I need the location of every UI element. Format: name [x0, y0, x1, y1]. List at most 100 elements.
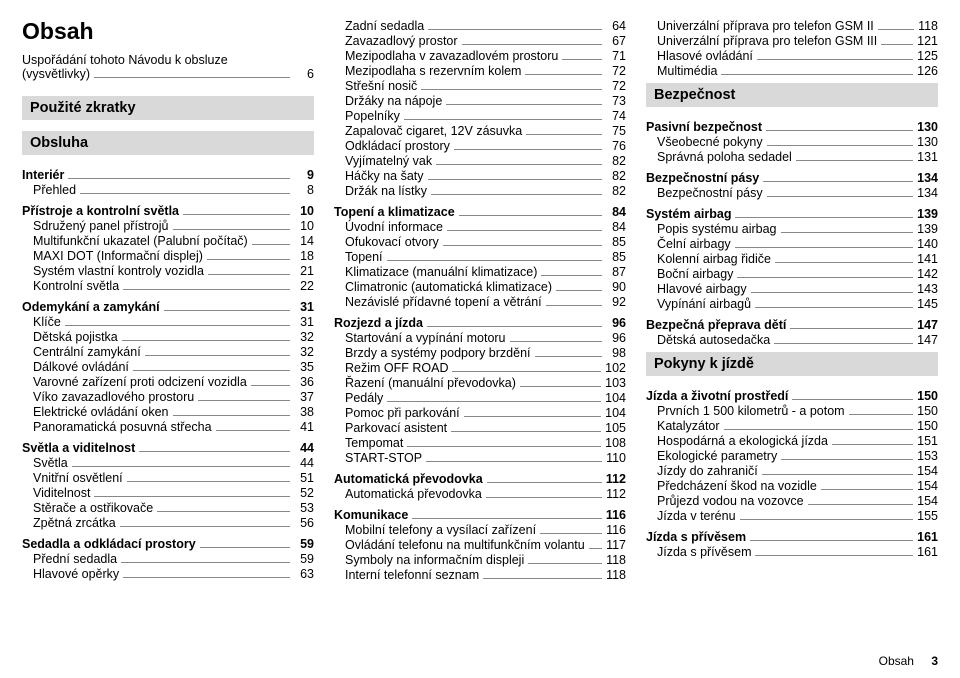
toc-label: Systém vlastní kontroly vozidla: [33, 264, 204, 278]
toc-page: 130: [917, 120, 938, 134]
toc-item: Úvodní informace 84: [345, 220, 626, 234]
toc-item: Klimatizace (manuální klimatizace)87: [345, 265, 626, 279]
toc-item: Bezpečnostní pásy134: [657, 186, 938, 200]
section-box-obsluha: Obsluha: [22, 131, 314, 155]
toc-label: Jízdy do zahraničí: [657, 464, 758, 478]
toc-label: Zavazadlový prostor: [345, 34, 458, 48]
toc-item: Prvních 1 500 kilometrů - a potom150: [657, 404, 938, 418]
toc-item: Pomoc při parkování104: [345, 406, 626, 420]
toc-label: Panoramatická posuvná střecha: [33, 420, 212, 434]
toc-label: Univerzální příprava pro telefon GSM III: [657, 34, 877, 48]
toc-item: Mezipodlaha s rezervním kolem72: [345, 64, 626, 78]
toc-item: Climatronic (automatická klimatizace)90: [345, 280, 626, 294]
toc-item: Předcházení škod na vozidle154: [657, 479, 938, 493]
toc-label: Bezpečnostní pásy: [646, 171, 759, 185]
toc-item: Zadní sedadla64: [345, 19, 626, 33]
toc-label: Mezipodlaha s rezervním kolem: [345, 64, 521, 78]
toc-section-header: Odemykání a zamykání31: [22, 300, 314, 314]
toc-item: Přední sedadla59: [33, 552, 314, 566]
toc-item: Multifunkční ukazatel (Palubní počítač)1…: [33, 234, 314, 248]
toc-label: Úvodní informace: [345, 220, 443, 234]
toc-item: Boční airbagy142: [657, 267, 938, 281]
toc-item: Jízda s přívěsem161: [657, 545, 938, 559]
toc-label: Symboly na informačním displeji: [345, 553, 524, 567]
toc-label: Bezpečnostní pásy: [657, 186, 763, 200]
section-box-pokyny: Pokyny k jízdě: [646, 352, 938, 376]
toc-page: 118: [606, 568, 626, 582]
toc-item: Symboly na informačním displeji118: [345, 553, 626, 567]
toc-item: START-STOP110: [345, 451, 626, 465]
toc-page: 72: [606, 79, 626, 93]
toc-page: 73: [606, 94, 626, 108]
toc-item: Ovládání telefonu na multifunkčním volan…: [345, 538, 626, 552]
toc-label: Centrální zamykání: [33, 345, 141, 359]
toc-item: Přehled8: [33, 183, 314, 197]
toc-label: Jízda a životní prostředí: [646, 389, 788, 403]
toc-page: 63: [294, 567, 314, 581]
toc-page: 84: [606, 220, 626, 234]
toc-item: Vypínání airbagů145: [657, 297, 938, 311]
toc-label: Stěrače a ostřikovače: [33, 501, 153, 515]
toc-label: Kolenní airbag řidiče: [657, 252, 771, 266]
toc-label: Prvních 1 500 kilometrů - a potom: [657, 404, 845, 418]
toc-label: Elektrické ovládání oken: [33, 405, 169, 419]
toc-page: 151: [917, 434, 938, 448]
toc-item: Viditelnost52: [33, 486, 314, 500]
toc-page: 82: [606, 169, 626, 183]
toc-section-header: Bezpečná přeprava dětí 147: [646, 318, 938, 332]
toc-item: Brzdy a systémy podpory brzdění 98: [345, 346, 626, 360]
toc-item: Kolenní airbag řidiče141: [657, 252, 938, 266]
toc-label: Popis systému airbag: [657, 222, 777, 236]
toc-page: 31: [294, 300, 314, 314]
toc-item: Kontrolní světla22: [33, 279, 314, 293]
toc-page: 126: [917, 64, 938, 78]
toc-label: Startování a vypínání motoru: [345, 331, 506, 345]
toc-page: 75: [606, 124, 626, 138]
toc-label: Varovné zařízení proti odcizení vozidla: [33, 375, 247, 389]
toc-page: 121: [917, 34, 938, 48]
toc-page: 84: [606, 205, 626, 219]
toc-column-1: Obsah Uspořádání tohoto Návodu k obsluze…: [22, 18, 314, 582]
toc-label: Univerzální příprava pro telefon GSM II: [657, 19, 874, 33]
toc-page: 139: [917, 222, 938, 236]
toc-label: Dětská autosedačka: [657, 333, 770, 347]
toc-page: 82: [606, 184, 626, 198]
toc-label: Popelníky: [345, 109, 400, 123]
toc-label: Komunikace: [334, 508, 408, 522]
toc-item: Hlavové opěrky63: [33, 567, 314, 581]
toc-page: 22: [294, 279, 314, 293]
toc-item: Ekologické parametry153: [657, 449, 938, 463]
footer-label: Obsah: [879, 654, 914, 668]
footer-page-number: 3: [931, 654, 938, 668]
toc-page: 112: [606, 472, 626, 486]
toc-label: Tempomat: [345, 436, 403, 450]
toc-label: Háčky na šaty: [345, 169, 424, 183]
toc-page: 32: [294, 345, 314, 359]
toc-label: Přehled: [33, 183, 76, 197]
toc-item: MAXI DOT (Informační displej)18: [33, 249, 314, 263]
toc-label: Klimatizace (manuální klimatizace): [345, 265, 537, 279]
toc-label: Bezpečná přeprava dětí: [646, 318, 786, 332]
toc-page: 117: [606, 538, 626, 552]
toc-page: 59: [294, 552, 314, 566]
toc-item: Pedály104: [345, 391, 626, 405]
toc-label: Sedadla a odkládací prostory: [22, 537, 196, 551]
toc-page: 51: [294, 471, 314, 485]
toc-page: 139: [917, 207, 938, 221]
toc-label: Jízda v terénu: [657, 509, 736, 523]
toc-label: Brzdy a systémy podpory brzdění: [345, 346, 531, 360]
page-footer: Obsah 3: [879, 654, 938, 668]
toc-label: Přístroje a kontrolní světla: [22, 204, 179, 218]
toc-page: 98: [606, 346, 626, 360]
toc-page: 21: [294, 264, 314, 278]
toc-label: Rozjezd a jízda: [334, 316, 423, 330]
toc-label: Automatická převodovka: [334, 472, 483, 486]
toc-item: Nezávislé přídavné topení a větrání92: [345, 295, 626, 309]
toc-page: 147: [917, 318, 938, 332]
toc-item: Popis systému airbag 139: [657, 222, 938, 236]
toc-item: Jízdy do zahraničí154: [657, 464, 938, 478]
toc-label: Držáky na nápoje: [345, 94, 442, 108]
toc-item: Ofukovací otvory85: [345, 235, 626, 249]
toc-item: Tempomat108: [345, 436, 626, 450]
toc-page: 96: [606, 331, 626, 345]
